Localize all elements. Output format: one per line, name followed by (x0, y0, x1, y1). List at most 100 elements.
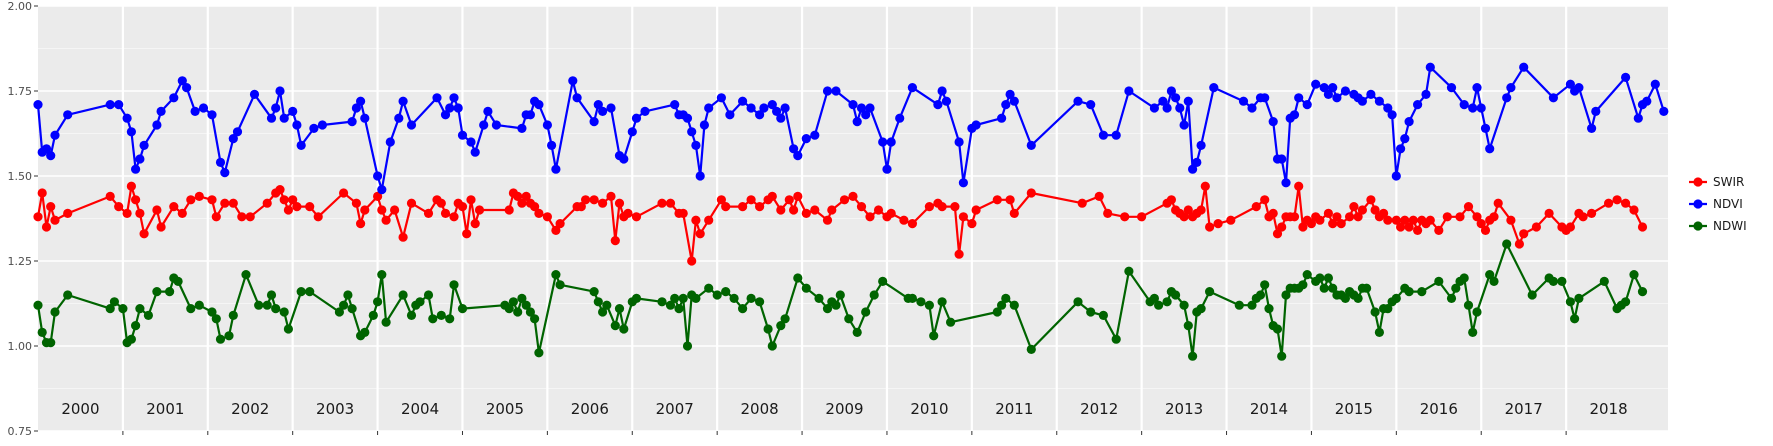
data-point (738, 96, 748, 106)
data-point (1604, 198, 1614, 208)
data-point (1417, 287, 1427, 297)
data-point (598, 106, 608, 116)
data-point (1362, 283, 1372, 293)
data-point (793, 273, 803, 283)
data-point (1408, 215, 1418, 225)
data-point (1370, 307, 1380, 317)
data-point (131, 164, 141, 174)
data-point (194, 191, 204, 201)
series-ndwi (33, 239, 1648, 361)
data-point (275, 185, 285, 195)
data-point (37, 188, 47, 198)
data-point (937, 86, 947, 96)
data-point (1179, 120, 1189, 130)
data-point (1650, 79, 1660, 89)
data-point (1502, 93, 1512, 103)
data-point (878, 276, 888, 286)
data-point (551, 270, 561, 280)
data-point (63, 208, 73, 218)
x-axis-ticks (122, 431, 1567, 435)
data-point (767, 100, 777, 110)
data-point (373, 171, 383, 181)
year-label: 2016 (1420, 400, 1458, 418)
data-point (309, 123, 319, 133)
data-point (508, 297, 518, 307)
data-point (1489, 276, 1499, 286)
data-point (1026, 188, 1036, 198)
data-point (627, 127, 637, 137)
data-point (1442, 212, 1452, 222)
data-point (767, 191, 777, 201)
data-point (1480, 225, 1491, 235)
data-point (1009, 96, 1019, 106)
data-point (695, 171, 705, 181)
data-point (1621, 297, 1631, 307)
year-label: 2009 (825, 400, 863, 418)
data-point (1391, 215, 1401, 225)
data-point (436, 198, 446, 208)
data-point (266, 290, 277, 300)
data-point (249, 89, 260, 99)
data-point (721, 287, 731, 297)
data-point (33, 100, 43, 110)
data-point (691, 140, 701, 150)
data-point (1544, 208, 1554, 218)
data-point (1264, 304, 1274, 314)
data-point (725, 110, 735, 120)
data-point (997, 300, 1007, 310)
data-point (296, 140, 306, 150)
data-point (1026, 140, 1036, 150)
data-point (339, 300, 349, 310)
data-point (1294, 93, 1304, 103)
data-point (1425, 215, 1435, 225)
data-point (1098, 130, 1108, 140)
data-point (390, 205, 400, 215)
data-point (1289, 110, 1300, 120)
data-point (614, 304, 625, 314)
data-point (614, 198, 625, 208)
data-point (716, 93, 727, 103)
data-point (551, 225, 561, 235)
data-point (1209, 83, 1219, 93)
data-point (606, 103, 616, 113)
year-label: 2000 (61, 400, 99, 418)
data-point (126, 181, 136, 191)
data-point (861, 110, 871, 120)
data-point (1489, 212, 1499, 222)
data-point (763, 324, 773, 334)
data-point (1548, 93, 1558, 103)
data-point (937, 202, 947, 212)
data-point (46, 202, 56, 212)
data-point (423, 208, 434, 218)
data-point (283, 205, 293, 215)
data-point (228, 134, 238, 144)
data-point (440, 110, 451, 120)
data-point (279, 307, 289, 317)
data-point (551, 164, 561, 174)
data-point (173, 276, 183, 286)
data-point (852, 117, 862, 127)
data-point (793, 191, 803, 201)
data-point (712, 290, 722, 300)
data-point (394, 113, 404, 123)
data-point (504, 304, 514, 314)
data-point (1527, 290, 1537, 300)
data-point (50, 307, 60, 317)
year-label: 2018 (1589, 400, 1627, 418)
data-point (568, 76, 578, 86)
data-point (41, 222, 52, 232)
data-point (1340, 293, 1350, 303)
data-point (1162, 103, 1172, 113)
data-point (555, 280, 565, 290)
data-point (186, 195, 196, 205)
data-point (1396, 222, 1406, 232)
data-point (691, 215, 701, 225)
data-point (1111, 130, 1121, 140)
data-point (856, 103, 867, 113)
data-point (1336, 219, 1346, 229)
data-point (122, 113, 132, 123)
data-point (156, 106, 166, 116)
data-point (878, 137, 888, 147)
data-point (1124, 266, 1134, 276)
